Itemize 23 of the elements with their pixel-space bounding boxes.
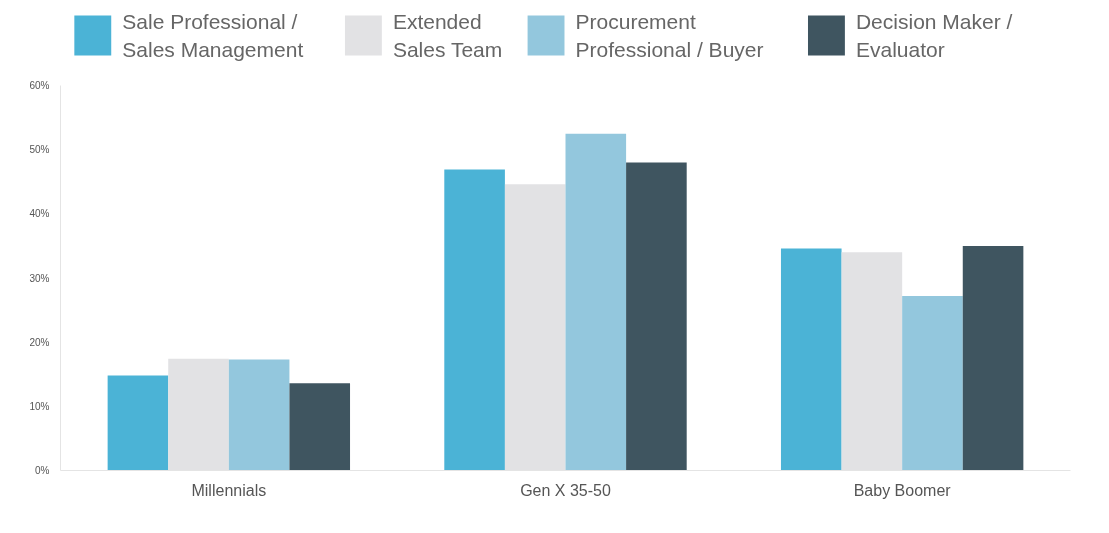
legend-label: Sale Professional / Sales Management — [122, 10, 304, 61]
legend-label: Decision Maker / Evaluator — [855, 10, 1013, 61]
bar — [565, 133, 627, 471]
bar — [962, 245, 1024, 471]
bar — [902, 295, 963, 471]
y-tick-label: 30% — [29, 272, 50, 284]
bar — [626, 162, 687, 471]
y-tick-label: 10% — [29, 400, 50, 412]
legend-label: Extended Sales Team — [392, 10, 503, 61]
y-tick-label: 50% — [29, 144, 50, 156]
x-tick-label: Baby Boomer — [853, 481, 952, 499]
bar — [780, 248, 842, 471]
bar — [107, 375, 169, 471]
y-tick-label: 0% — [35, 465, 50, 476]
y-tick-label: 20% — [29, 336, 50, 348]
y-tick-label: 40% — [29, 208, 50, 220]
x-tick-label: Gen X 35-50 — [520, 481, 611, 499]
y-tick-label: 60% — [29, 80, 50, 91]
legend-label: Procurement Professional / Buyer — [575, 10, 764, 61]
bar — [444, 169, 505, 471]
bar — [228, 359, 290, 471]
x-tick-label: Millennials — [191, 481, 267, 499]
bar — [289, 383, 351, 471]
